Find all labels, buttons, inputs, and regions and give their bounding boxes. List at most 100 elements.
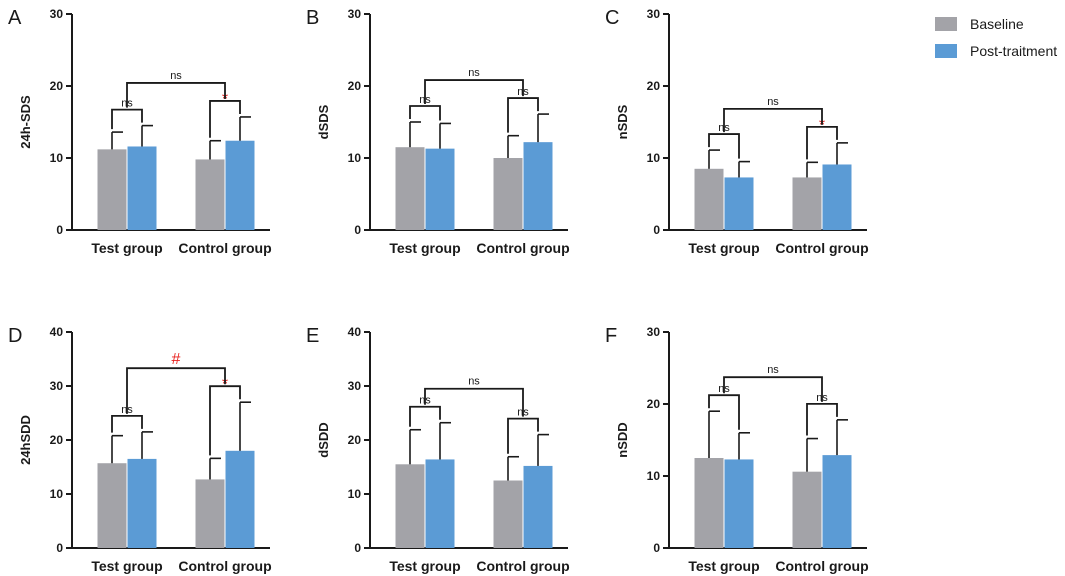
y-tick-label: 10: [647, 151, 661, 165]
y-axis-label: nSDD: [615, 422, 630, 457]
bar: [724, 459, 754, 548]
significance-bracket: [507, 97, 539, 133]
category-label: Test group: [91, 558, 162, 574]
significance-bracket: [409, 405, 441, 427]
y-tick-label: 30: [647, 7, 661, 21]
y-axis-label: 24hSDD: [18, 415, 33, 465]
significance-label: *: [819, 117, 825, 134]
category-label: Control group: [178, 240, 271, 256]
bar: [195, 159, 225, 230]
bar: [225, 140, 255, 230]
panels: A 0 10 20 30 24h-SDS Test group Control group ns…: [8, 7, 869, 574]
bar: [694, 458, 724, 548]
legend-label-post: Post-traitment: [970, 43, 1057, 59]
y-tick-label: 20: [647, 79, 661, 93]
category-label: Test group: [389, 558, 460, 574]
panel-letter: B: [306, 7, 319, 29]
significance-label: ns: [767, 364, 779, 376]
significance-bracket: [806, 402, 838, 436]
significance-bracket: [111, 108, 143, 130]
category-label: Control group: [476, 558, 569, 574]
panel-letter: D: [8, 325, 22, 347]
significance-bracket-between-groups: [126, 367, 226, 414]
bar: [127, 458, 157, 548]
y-tick-label: 0: [354, 541, 361, 555]
legend-swatch-baseline: [935, 17, 957, 31]
y-axis-label: dSDS: [316, 104, 331, 139]
significance-bracket-between-groups: [723, 107, 823, 133]
bar: [523, 465, 553, 548]
bar: [97, 463, 127, 548]
y-tick-label: 0: [354, 223, 361, 237]
significance-bracket: [708, 133, 740, 159]
y-tick-label: 20: [50, 79, 64, 93]
significance-bracket: [708, 394, 740, 430]
category-label: Test group: [688, 240, 759, 256]
panel-letter: A: [8, 7, 22, 29]
bar: [694, 168, 724, 230]
bar: [225, 450, 255, 548]
y-tick-label: 20: [348, 79, 362, 93]
bar: [425, 148, 455, 230]
bar: [792, 177, 822, 230]
significance-bracket: [209, 100, 241, 138]
y-tick-label: 20: [647, 397, 661, 411]
legend-swatch-post: [935, 44, 957, 58]
significance-bracket: [209, 385, 241, 456]
significance-label: ns: [468, 376, 480, 388]
y-tick-label: 30: [348, 7, 362, 21]
category-label: Test group: [688, 558, 759, 574]
significance-bracket: [409, 105, 441, 121]
y-tick-label: 30: [50, 379, 64, 393]
y-tick-label: 0: [653, 541, 660, 555]
significance-label: ns: [767, 96, 779, 108]
category-label: Control group: [476, 240, 569, 256]
category-label: Control group: [775, 240, 868, 256]
panel-letter: E: [306, 325, 319, 347]
category-label: Test group: [91, 240, 162, 256]
significance-bracket-between-groups: [424, 387, 524, 417]
y-tick-label: 10: [647, 469, 661, 483]
y-tick-label: 30: [647, 325, 661, 339]
significance-bracket: [806, 125, 838, 160]
significance-bracket-between-groups: [424, 79, 524, 104]
y-tick-label: 0: [56, 541, 63, 555]
bar: [792, 471, 822, 548]
bar: [493, 480, 523, 548]
significance-label: ns: [170, 70, 182, 82]
bar: [724, 177, 754, 230]
panel-letter: C: [605, 7, 619, 29]
category-label: Control group: [775, 558, 868, 574]
bar: [395, 464, 425, 548]
significance-label: *: [222, 376, 228, 393]
y-tick-label: 20: [348, 433, 362, 447]
y-tick-label: 30: [50, 7, 64, 21]
y-tick-label: 10: [50, 151, 64, 165]
category-label: Control group: [178, 558, 271, 574]
significance-bracket-between-groups: [126, 82, 226, 108]
y-tick-label: 10: [348, 151, 362, 165]
bar: [425, 459, 455, 548]
bar: [822, 455, 852, 548]
y-tick-label: 20: [50, 433, 64, 447]
y-tick-label: 10: [348, 487, 362, 501]
panel-letter: F: [605, 325, 617, 347]
y-axis-label: nSDS: [615, 104, 630, 139]
bar: [97, 149, 127, 230]
legend: Baseline Post-traitment: [935, 16, 1057, 59]
y-tick-label: 40: [348, 325, 362, 339]
bar: [195, 479, 225, 548]
legend-label-baseline: Baseline: [970, 16, 1024, 32]
y-tick-label: 30: [348, 379, 362, 393]
panel-a: A 0 10 20 30 24h-SDS Test group Control group ns…: [8, 7, 272, 256]
significance-label: ns: [468, 67, 480, 79]
y-axis-label: 24h-SDS: [18, 95, 33, 149]
category-label: Test group: [389, 240, 460, 256]
y-tick-label: 10: [50, 487, 64, 501]
bar: [395, 147, 425, 230]
